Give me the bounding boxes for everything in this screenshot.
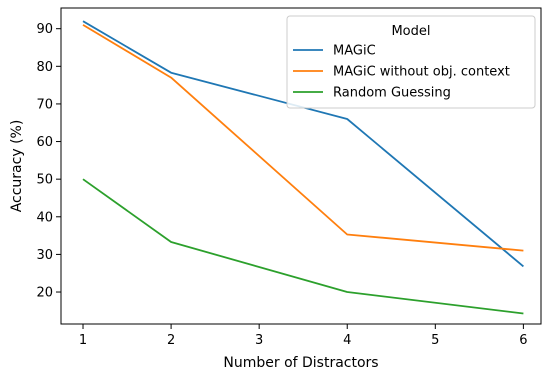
legend-label: MAGiC xyxy=(333,44,376,59)
x-tick-label: 3 xyxy=(255,333,263,348)
legend: Model MAGiC MAGiC without obj. context Ran… xyxy=(286,15,536,109)
x-tick-label: 2 xyxy=(167,333,175,348)
legend-box xyxy=(286,15,536,109)
x-tick-label: 1 xyxy=(79,333,87,348)
y-tick-label: 90 xyxy=(36,22,53,37)
series-line xyxy=(82,24,524,252)
legend-label: Random Guessing xyxy=(333,86,451,101)
series-lines xyxy=(82,20,524,315)
y-tick-label: 50 xyxy=(36,173,53,188)
y-tick-label: 60 xyxy=(36,135,53,150)
y-tick-label: 30 xyxy=(36,248,53,263)
series-line xyxy=(82,20,524,268)
y-axis-label: Accuracy (%) xyxy=(9,120,25,213)
x-tick-label: 4 xyxy=(343,333,351,348)
legend-title: Model xyxy=(391,24,430,39)
x-tick-label: 5 xyxy=(431,333,439,348)
x-tick-label: 6 xyxy=(519,333,527,348)
y-tick-label: 40 xyxy=(36,210,53,225)
y-tick-label: 20 xyxy=(36,286,53,301)
y-tick-label: 80 xyxy=(36,60,53,75)
y-tick-label: 70 xyxy=(36,97,53,112)
x-axis: 1 2 3 4 5 6 xyxy=(79,324,528,348)
y-axis: 20 30 40 50 60 70 80 90 xyxy=(36,22,61,301)
x-axis-label: Number of Distractors xyxy=(223,355,378,371)
legend-label: MAGiC without obj. context xyxy=(333,65,510,80)
series-line xyxy=(82,178,524,315)
